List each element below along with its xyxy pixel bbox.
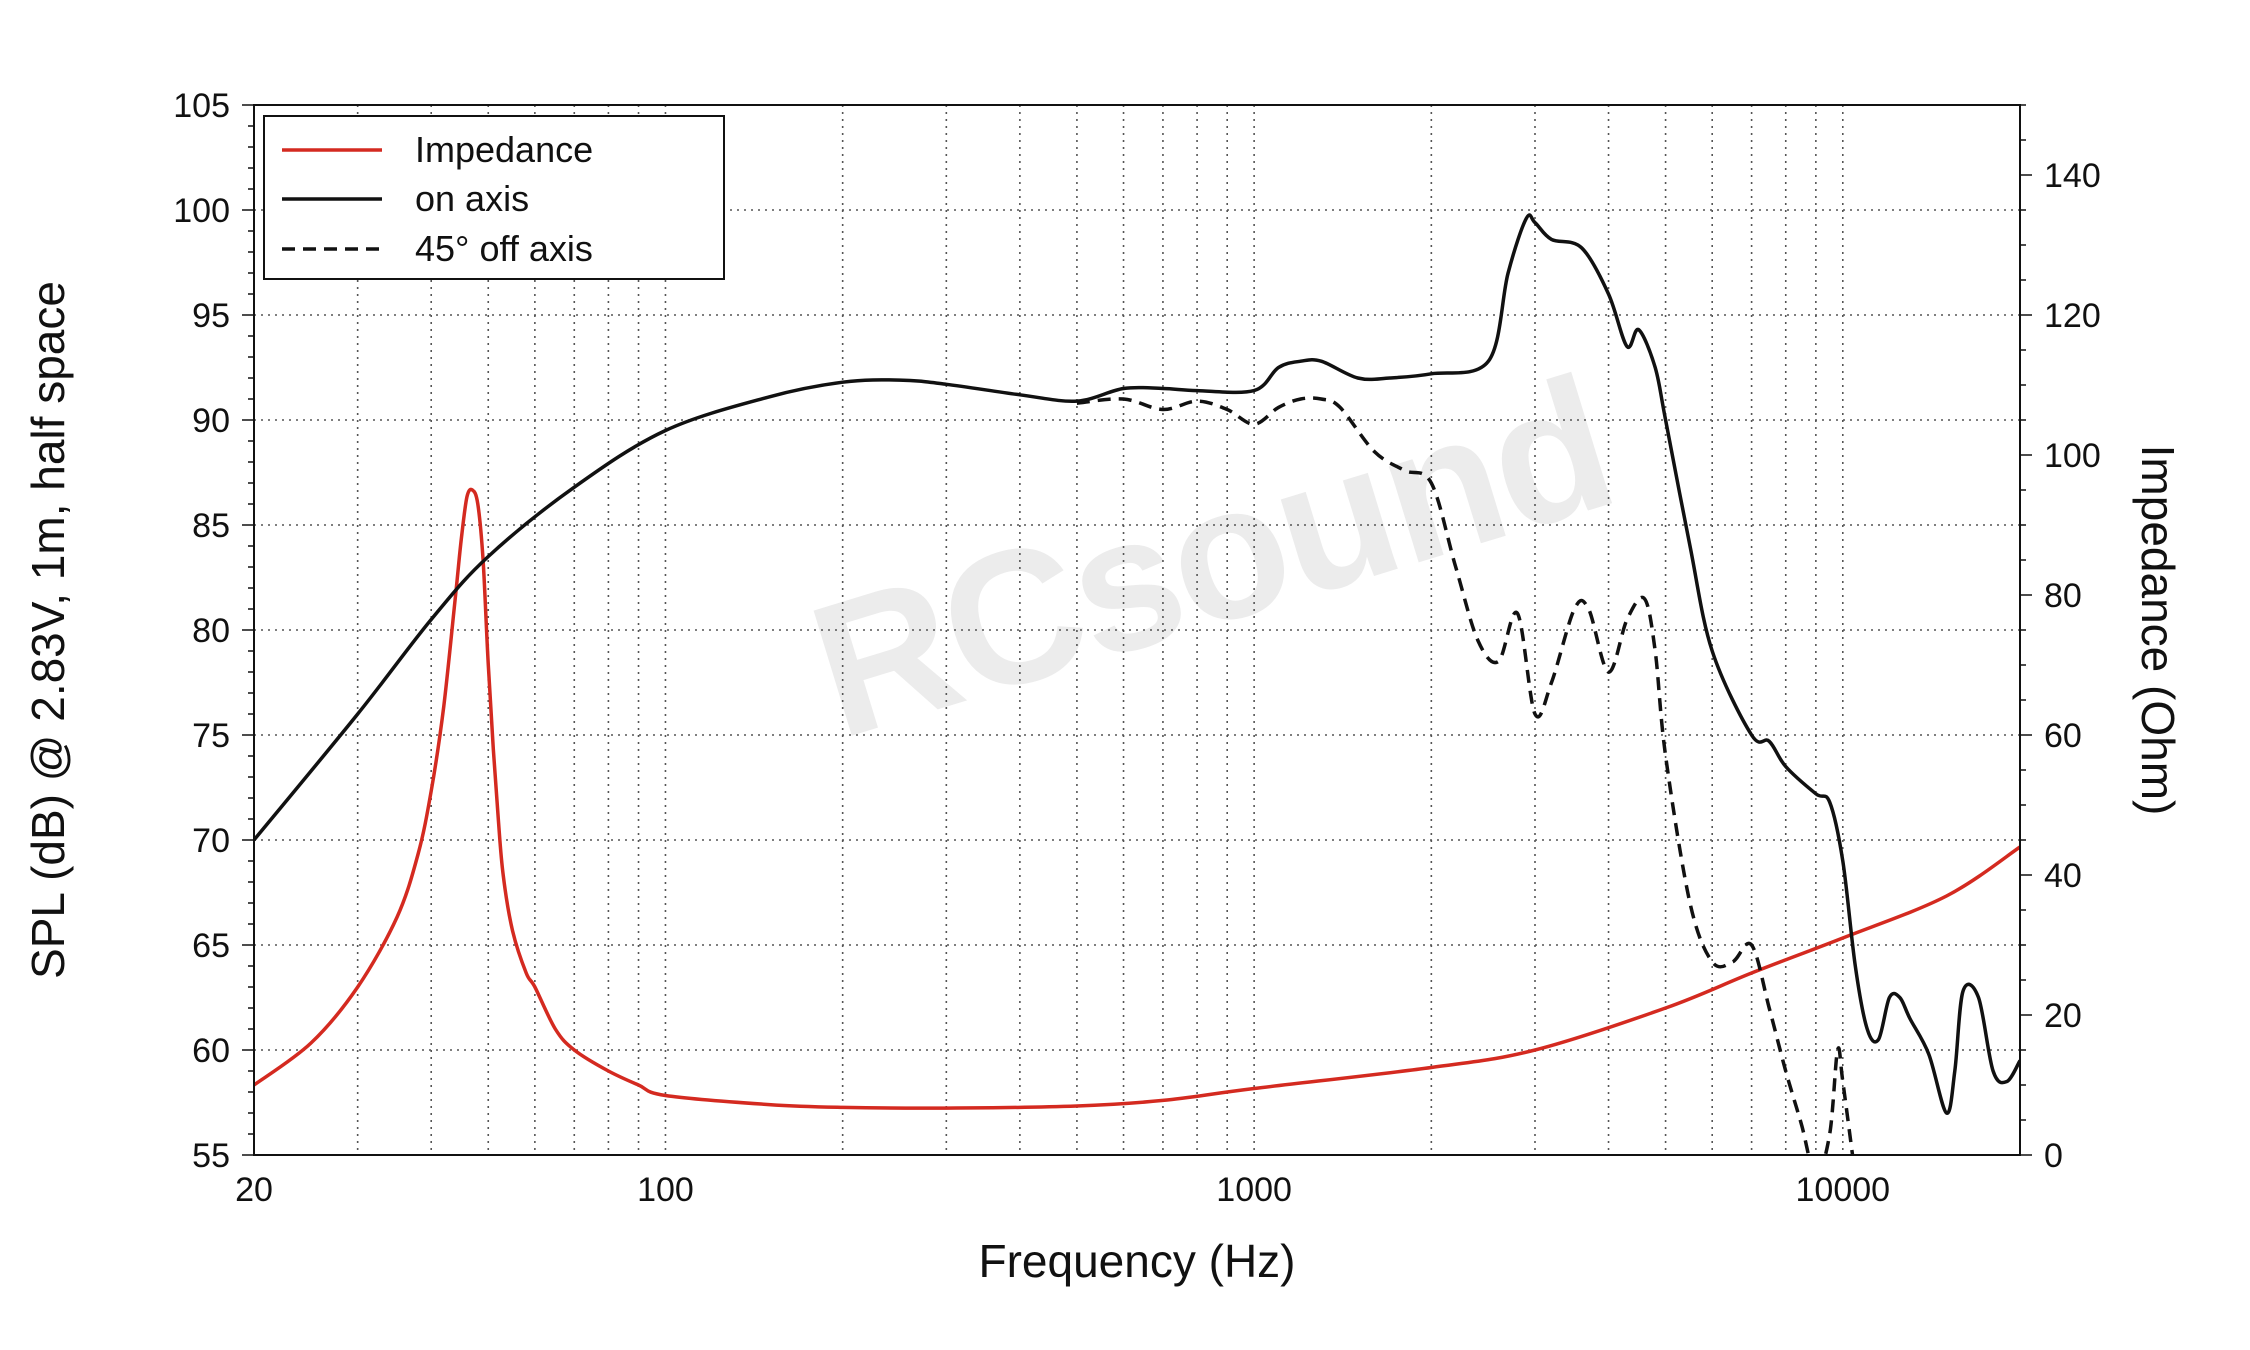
y-axis-right-label: Impedance (Ohm) [2132, 445, 2184, 816]
y-left-tick-label: 60 [192, 1032, 230, 1070]
off-axis-curve [1076, 396, 1855, 1155]
y-right-tick-label: 60 [2044, 717, 2082, 755]
x-tick-label: 10000 [1796, 1171, 1891, 1209]
legend: Impedance on axis 45° off axis [263, 115, 725, 280]
x-axis-label: Frequency (Hz) [979, 1235, 1296, 1287]
impedance-curve [254, 487, 2020, 1110]
x-tick-label: 100 [637, 1171, 694, 1209]
y-right-tick-label: 40 [2044, 857, 2082, 895]
y-axis-left-label: SPL (dB) @ 2.83V, 1m, half space [22, 281, 74, 979]
y-left-tick-label: 75 [192, 717, 230, 755]
y-left-tick-label: 95 [192, 297, 230, 335]
y-right-tick-label: 0 [2044, 1137, 2063, 1175]
y-left-tick-label: 65 [192, 927, 230, 965]
y-right-tick-label: 140 [2044, 157, 2101, 195]
x-tick-label: 1000 [1216, 1171, 1292, 1209]
axis-ticks [242, 104, 2032, 1156]
legend-label-on-axis: on axis [415, 178, 529, 219]
y-left-tick-label: 90 [192, 402, 230, 440]
plot-series [254, 213, 2020, 1155]
y-left-tick-label: 100 [173, 192, 230, 230]
y-left-tick-label: 85 [192, 507, 230, 545]
y-left-tick-label: 70 [192, 822, 230, 860]
legend-label-impedance: Impedance [415, 129, 593, 170]
legend-label-off-axis: 45° off axis [415, 228, 593, 269]
y-left-tick-label: 80 [192, 612, 230, 650]
y-right-tick-label: 100 [2044, 437, 2101, 475]
tick-labels: 55 60 65 70 75 80 85 90 95 100 105 0 20 40 60 80 100 120 1… [173, 87, 2100, 1209]
y-right-tick-label: 120 [2044, 297, 2101, 335]
on-axis-curve [254, 213, 2020, 1115]
y-right-tick-label: 20 [2044, 997, 2082, 1035]
y-right-tick-label: 80 [2044, 577, 2082, 615]
y-left-tick-label: 55 [192, 1137, 230, 1175]
x-tick-label: 20 [235, 1171, 273, 1209]
y-left-tick-label: 105 [173, 87, 230, 125]
